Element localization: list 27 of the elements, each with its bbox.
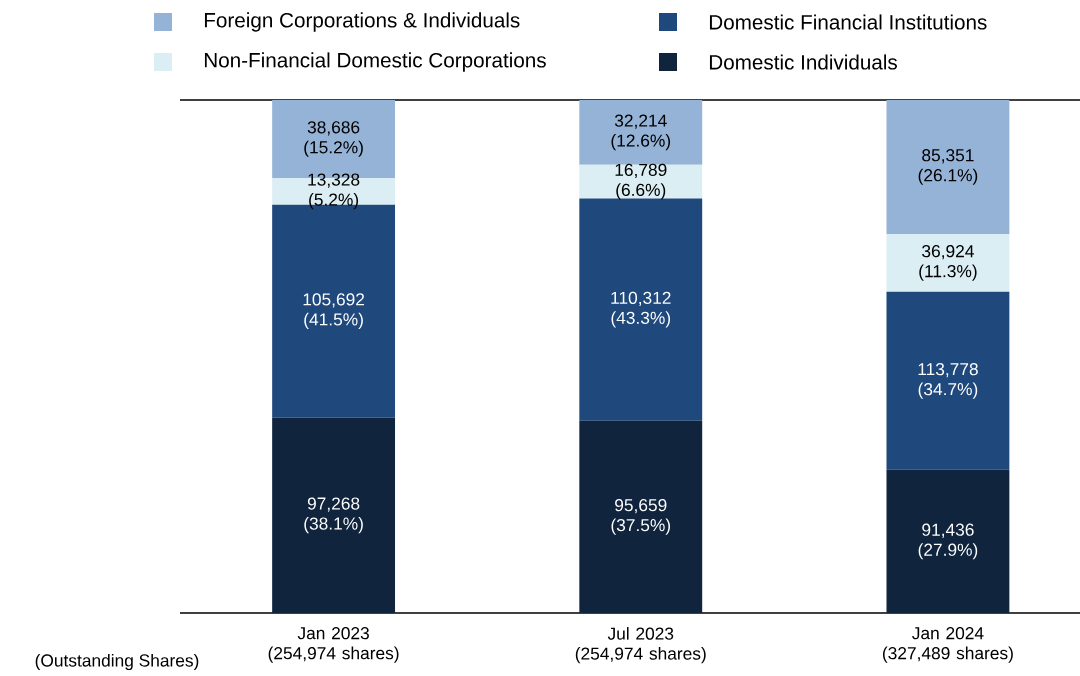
x-tick-label: Jul 2023 (254,974 shares) (575, 627, 706, 664)
legend-label: Domestic Individuals (709, 54, 897, 70)
data-label: 113,778 (34.7%) (918, 363, 978, 399)
data-label: 32,214 (12.6%) (611, 114, 671, 151)
text: (Outstanding Shares) (35, 653, 199, 671)
data-label: 16,789 (6.6%) (615, 163, 667, 200)
bar (886, 233, 1010, 292)
bar (886, 100, 1010, 234)
data-label: 38,686 (15.2%) (304, 121, 363, 157)
bar (272, 417, 396, 613)
data-label: 36,924 (11.3%) (919, 245, 977, 281)
data-label: 105,692 (41.5%) (303, 293, 365, 329)
legend-label: Non-Financial Domestic Corporations (204, 52, 546, 72)
bar (886, 469, 1010, 613)
bar (579, 198, 703, 421)
legend-label: Domestic Financial Institutions (709, 14, 987, 30)
data-label: 85,351 (26.1%) (918, 149, 978, 185)
data-label: 91,436 (27.9%) (918, 523, 978, 560)
x-tick-label: Jan 2023 (254,974 shares) (268, 627, 399, 663)
legend-label: Foreign Corporations & Individuals (204, 12, 520, 32)
data-label: 110,312 (43.3%) (611, 291, 671, 328)
bar (579, 420, 703, 613)
x-tick-label: Jan 2024 (327,489 shares) (882, 627, 1013, 663)
bar (579, 100, 703, 165)
data-label: 95,659 (37.5%) (611, 498, 671, 535)
data-label: 97,268 (38.1%) (304, 497, 363, 534)
bar (886, 291, 1010, 470)
